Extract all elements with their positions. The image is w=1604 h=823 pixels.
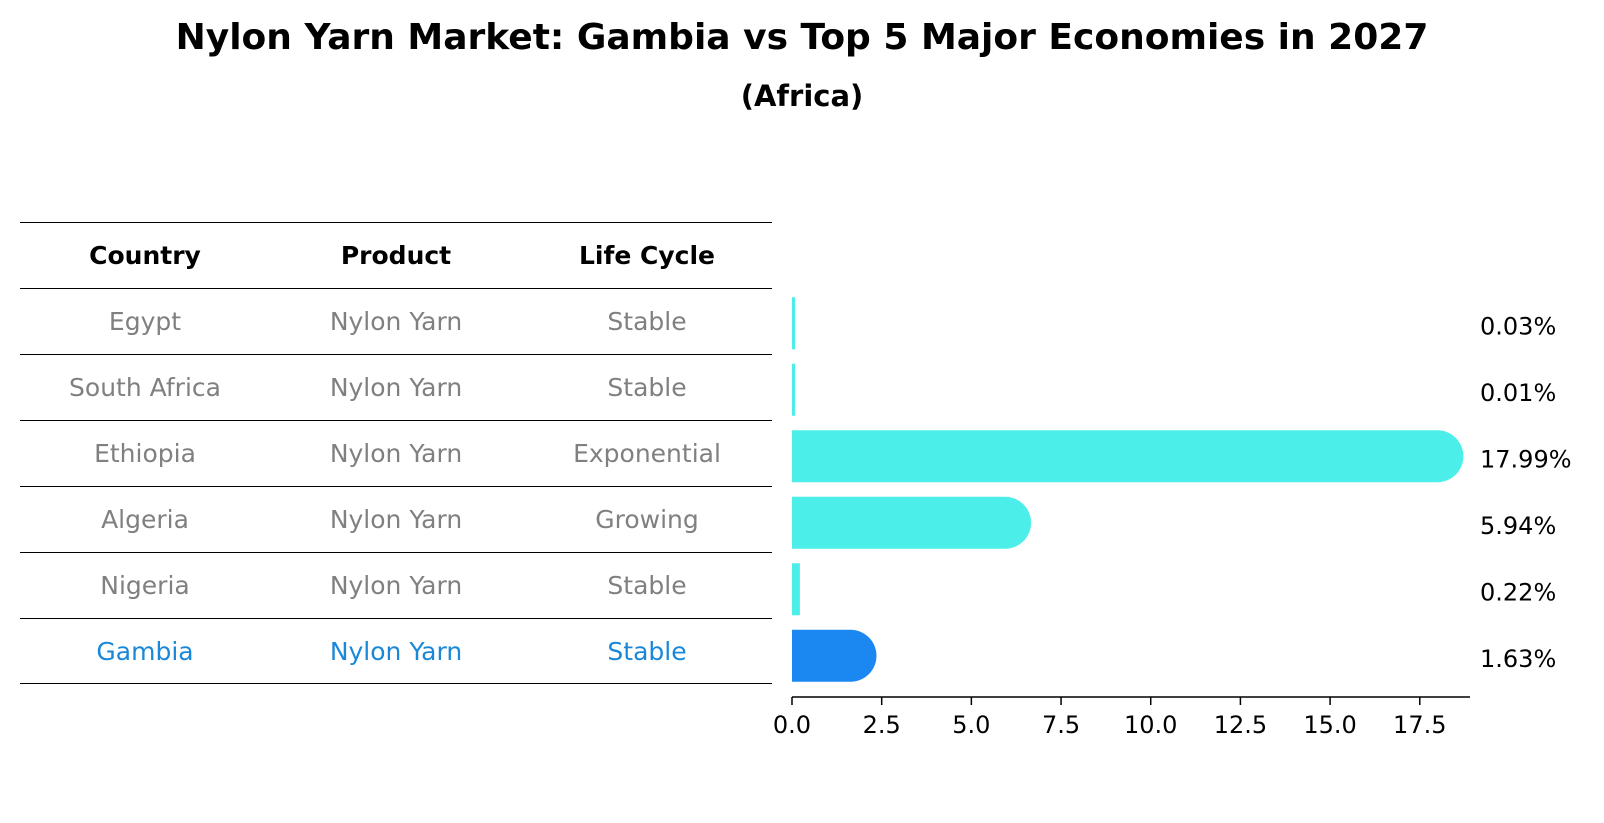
x-tick-label: 0.0: [773, 711, 811, 739]
table-row: Egypt Nylon Yarn Stable: [20, 288, 772, 354]
header-country: Country: [89, 241, 201, 270]
header-life-cycle: Life Cycle: [578, 241, 716, 270]
table-header-row: Country Product Life Cycle: [20, 222, 772, 288]
table-row: Nigeria Nylon Yarn Stable: [20, 552, 772, 618]
product-cell: Nylon Yarn: [329, 571, 463, 600]
table-row: Ethiopia Nylon Yarn Exponential: [20, 420, 772, 486]
x-tick-label: 7.5: [1042, 711, 1080, 739]
data-table: Country Product Life Cycle Egypt Nylon Y…: [20, 222, 772, 684]
x-tick-label: 10.0: [1124, 711, 1177, 739]
country-cell: South Africa: [69, 373, 221, 402]
value-label: 5.94%: [1480, 512, 1556, 540]
value-label: 0.22%: [1480, 578, 1556, 606]
life-cycle-cell: Growing: [595, 505, 699, 534]
country-cell: Gambia: [96, 637, 194, 666]
country-cell: Ethiopia: [94, 439, 196, 468]
life-cycle-cell: Stable: [607, 373, 687, 402]
x-tick-label: 12.5: [1214, 711, 1267, 739]
product-cell: Nylon Yarn: [329, 373, 463, 402]
header-product: Product: [340, 241, 452, 270]
country-cell: Nigeria: [100, 571, 190, 600]
value-label: 0.01%: [1480, 379, 1556, 407]
chart-subtitle: (Africa): [740, 79, 864, 113]
bar: [792, 363, 795, 416]
x-tick-label: 2.5: [863, 711, 901, 739]
chart-title: Nylon Yarn Market: Gambia vs Top 5 Major…: [175, 17, 1429, 58]
x-tick-label: 5.0: [952, 711, 990, 739]
bar-highlight: [792, 629, 877, 682]
table-row-highlight: Gambia Nylon Yarn Stable: [20, 618, 772, 684]
life-cycle-cell: Stable: [607, 637, 687, 666]
life-cycle-cell: Stable: [607, 571, 687, 600]
value-label: 17.99%: [1480, 445, 1572, 473]
x-tick-label: 15.0: [1303, 711, 1356, 739]
bar: [792, 563, 800, 616]
product-cell: Nylon Yarn: [329, 505, 463, 534]
product-cell: Nylon Yarn: [329, 637, 463, 666]
table-row: South Africa Nylon Yarn Stable: [20, 354, 772, 420]
country-cell: Algeria: [101, 505, 189, 534]
value-label: 0.03%: [1480, 312, 1556, 340]
life-cycle-cell: Exponential: [573, 439, 721, 468]
life-cycle-cell: Stable: [607, 307, 687, 336]
product-cell: Nylon Yarn: [329, 307, 463, 336]
x-tick-label: 17.5: [1393, 711, 1446, 739]
table-row: Algeria Nylon Yarn Growing: [20, 486, 772, 552]
product-cell: Nylon Yarn: [329, 439, 463, 468]
country-cell: Egypt: [108, 307, 182, 336]
bar: [792, 430, 1464, 483]
bar: [792, 297, 795, 350]
value-label: 1.63%: [1480, 645, 1556, 673]
bar: [792, 496, 1032, 549]
